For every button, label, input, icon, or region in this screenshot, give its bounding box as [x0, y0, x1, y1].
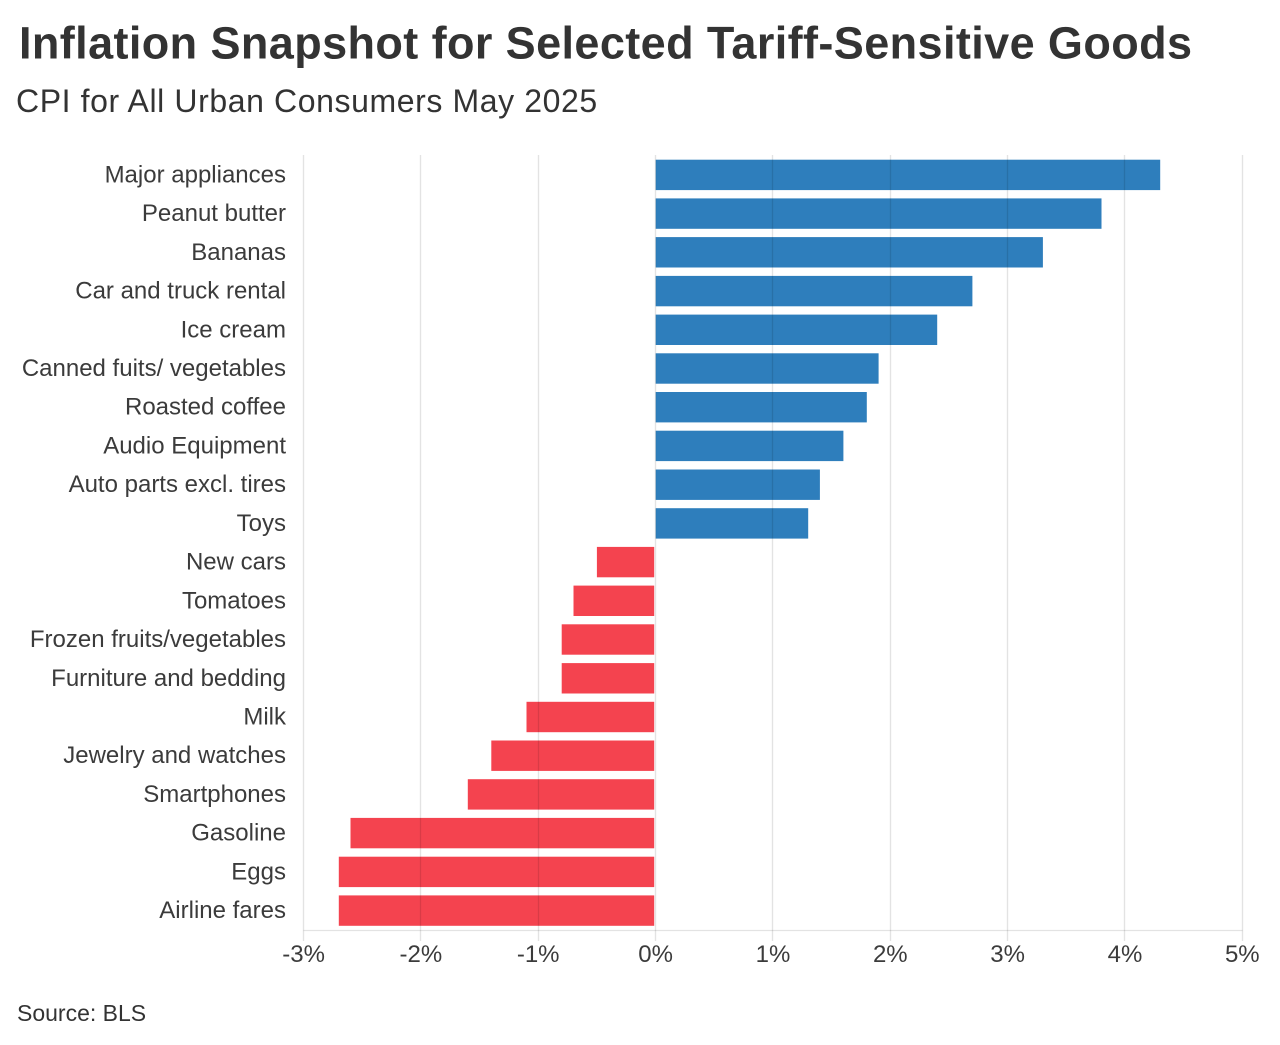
- svg-text:-2%: -2%: [400, 941, 443, 968]
- svg-text:1%: 1%: [756, 941, 791, 968]
- svg-text:Milk: Milk: [243, 704, 287, 731]
- svg-text:-3%: -3%: [282, 941, 325, 968]
- svg-text:CPI for All Urban Consumers Ma: CPI for All Urban Consumers May 2025: [16, 83, 598, 119]
- svg-text:Canned fuits/ vegetables: Canned fuits/ vegetables: [22, 355, 286, 382]
- svg-text:Auto parts excl. tires: Auto parts excl. tires: [69, 471, 286, 498]
- svg-text:3%: 3%: [990, 941, 1025, 968]
- svg-text:5%: 5%: [1225, 941, 1260, 968]
- svg-text:Inflation Snapshot for Selecte: Inflation Snapshot for Selected Tariff-S…: [19, 17, 1192, 68]
- svg-text:Gasoline: Gasoline: [191, 820, 286, 847]
- svg-text:Furniture and bedding: Furniture and bedding: [51, 665, 286, 692]
- svg-text:New cars: New cars: [186, 549, 286, 576]
- svg-text:Frozen fruits/vegetables: Frozen fruits/vegetables: [30, 626, 286, 653]
- svg-text:Tomatoes: Tomatoes: [182, 587, 286, 614]
- svg-text:Eggs: Eggs: [231, 858, 286, 885]
- svg-text:Peanut butter: Peanut butter: [142, 200, 286, 227]
- svg-text:Audio Equipment: Audio Equipment: [103, 432, 286, 459]
- svg-text:Toys: Toys: [237, 510, 286, 537]
- svg-text:2%: 2%: [873, 941, 908, 968]
- svg-text:Source: BLS: Source: BLS: [17, 1000, 146, 1026]
- svg-text:Bananas: Bananas: [191, 239, 286, 266]
- svg-text:-1%: -1%: [517, 941, 560, 968]
- svg-text:4%: 4%: [1108, 941, 1143, 968]
- svg-text:Car and truck rental: Car and truck rental: [75, 278, 286, 305]
- svg-text:Major appliances: Major appliances: [105, 161, 286, 188]
- svg-text:Ice cream: Ice cream: [181, 316, 286, 343]
- svg-text:Smartphones: Smartphones: [143, 781, 286, 808]
- svg-text:0%: 0%: [638, 941, 673, 968]
- svg-text:Airline fares: Airline fares: [159, 897, 286, 924]
- svg-text:Jewelry and watches: Jewelry and watches: [63, 742, 286, 769]
- svg-text:Roasted coffee: Roasted coffee: [125, 394, 286, 421]
